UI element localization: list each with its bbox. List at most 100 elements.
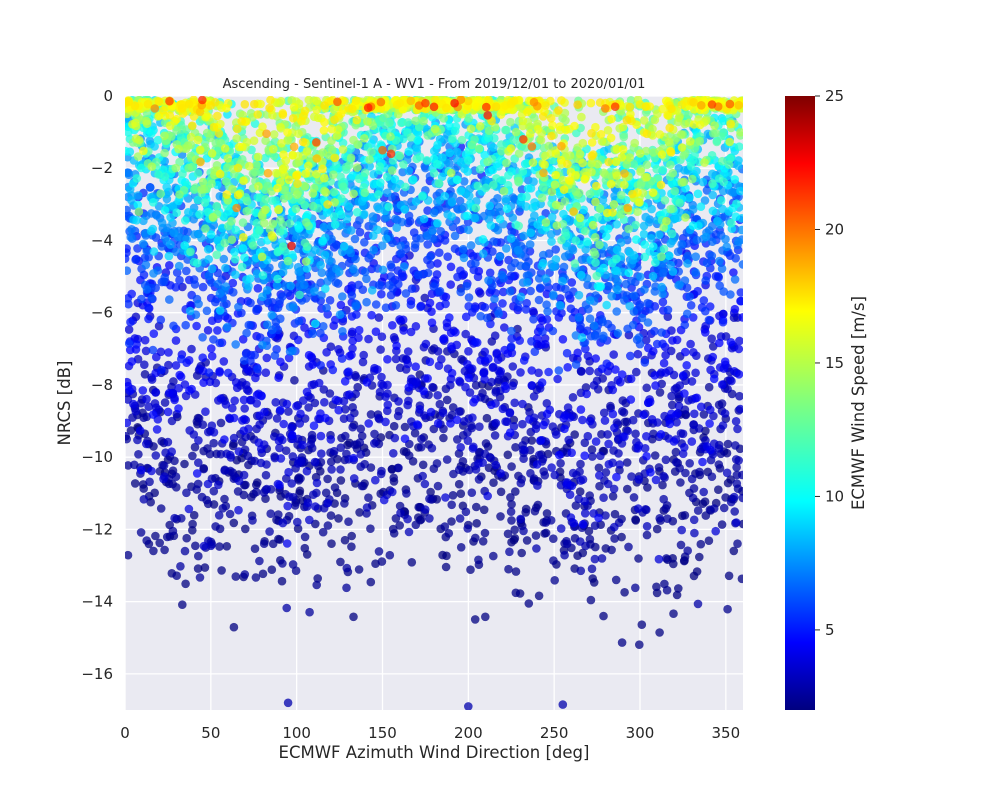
scatter-point bbox=[397, 118, 406, 128]
scatter-point bbox=[634, 475, 644, 484]
scatter-point bbox=[617, 370, 627, 379]
scatter-point bbox=[480, 303, 490, 312]
scatter-point bbox=[647, 234, 656, 243]
scatter-point bbox=[229, 518, 239, 528]
scatter-point bbox=[489, 478, 498, 488]
scatter-point bbox=[464, 347, 473, 356]
scatter-point bbox=[498, 299, 507, 308]
scatter-point bbox=[507, 227, 517, 237]
scatter-point bbox=[273, 274, 283, 284]
scatter-point bbox=[675, 198, 684, 208]
scatter-point bbox=[302, 387, 312, 397]
scatter-point bbox=[266, 509, 276, 518]
scatter-point bbox=[184, 208, 193, 217]
scatter-point bbox=[180, 241, 189, 250]
scatter-point bbox=[580, 509, 590, 518]
scatter-point bbox=[531, 424, 541, 434]
scatter-point bbox=[675, 280, 684, 289]
scatter-point bbox=[276, 454, 286, 463]
scatter-point bbox=[541, 528, 551, 538]
scatter-point bbox=[288, 346, 297, 356]
scatter-point bbox=[227, 216, 236, 226]
scatter-point bbox=[443, 252, 453, 261]
scatter-point bbox=[609, 350, 618, 359]
scatter-point bbox=[387, 465, 397, 474]
scatter-points bbox=[125, 96, 743, 710]
scatter-point bbox=[516, 514, 525, 524]
scatter-point bbox=[155, 538, 164, 548]
scatter-point bbox=[685, 193, 694, 202]
scatter-point bbox=[403, 118, 413, 127]
scatter-point bbox=[428, 226, 437, 235]
scatter-point bbox=[529, 177, 538, 186]
scatter-point bbox=[291, 204, 301, 214]
scatter-point bbox=[641, 505, 650, 514]
scatter-point bbox=[386, 260, 396, 270]
scatter-point bbox=[520, 445, 529, 455]
scatter-point bbox=[686, 158, 696, 167]
scatter-point bbox=[309, 490, 318, 500]
scatter-point bbox=[576, 566, 586, 576]
scatter-point bbox=[708, 237, 717, 246]
scatter-point bbox=[183, 227, 193, 237]
scatter-point bbox=[665, 251, 674, 261]
scatter-point bbox=[178, 169, 187, 179]
scatter-point bbox=[234, 476, 244, 486]
scatter-point bbox=[268, 196, 277, 205]
scatter-point bbox=[172, 268, 182, 277]
scatter-point bbox=[281, 446, 291, 456]
scatter-point bbox=[708, 206, 718, 216]
scatter-point bbox=[325, 389, 335, 398]
scatter-point bbox=[511, 487, 520, 496]
scatter-point bbox=[442, 455, 452, 464]
scatter-point bbox=[433, 259, 442, 268]
scatter-point bbox=[260, 153, 270, 163]
scatter-point bbox=[736, 186, 743, 196]
scatter-point bbox=[426, 252, 435, 261]
scatter-point bbox=[683, 546, 692, 555]
scatter-point bbox=[383, 355, 392, 364]
scatter-point bbox=[395, 501, 405, 511]
scatter-point bbox=[133, 200, 143, 210]
scatter-point bbox=[433, 481, 443, 491]
scatter-point bbox=[258, 271, 268, 280]
scatter-point bbox=[707, 472, 717, 482]
scatter-point bbox=[391, 354, 401, 364]
scatter-point bbox=[568, 393, 578, 402]
scatter-point bbox=[737, 470, 743, 480]
scatter-point bbox=[303, 498, 313, 508]
scatter-point bbox=[278, 267, 288, 277]
scatter-point bbox=[696, 539, 706, 549]
scatter-point bbox=[481, 439, 491, 448]
scatter-point bbox=[491, 418, 501, 428]
scatter-point bbox=[496, 367, 506, 376]
scatter-point bbox=[276, 357, 285, 367]
scatter-point bbox=[448, 134, 457, 143]
scatter-point bbox=[278, 435, 287, 445]
scatter-point bbox=[472, 502, 481, 512]
scatter-point bbox=[211, 297, 220, 307]
scatter-point bbox=[272, 281, 282, 290]
scatter-point bbox=[131, 255, 140, 264]
scatter-point bbox=[508, 362, 518, 371]
scatter-point bbox=[316, 361, 326, 370]
scatter-point bbox=[171, 336, 181, 345]
scatter-point bbox=[662, 585, 672, 595]
scatter-point bbox=[633, 504, 643, 513]
scatter-point bbox=[220, 494, 229, 504]
scatter-point bbox=[578, 415, 587, 425]
scatter-point bbox=[595, 240, 604, 250]
scatter-point bbox=[585, 366, 594, 376]
scatter-point bbox=[263, 286, 272, 295]
scatter-point bbox=[448, 403, 458, 412]
scatter-point bbox=[404, 383, 414, 392]
scatter-point bbox=[369, 245, 379, 255]
scatter-point bbox=[255, 420, 264, 429]
scatter-point bbox=[406, 300, 416, 309]
scatter-point bbox=[129, 399, 138, 409]
scatter-point bbox=[305, 607, 314, 617]
scatter-point bbox=[400, 422, 410, 432]
scatter-point bbox=[364, 493, 373, 503]
scatter-point bbox=[148, 345, 158, 355]
scatter-point bbox=[136, 528, 146, 537]
